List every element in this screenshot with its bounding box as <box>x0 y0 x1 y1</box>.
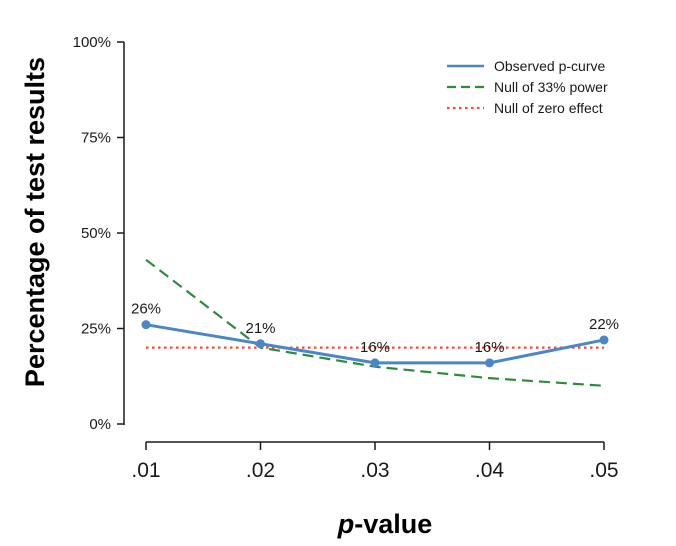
data-label: 26% <box>131 301 161 318</box>
x-tick-label: .04 <box>475 459 505 482</box>
y-tick-label: 0% <box>89 416 111 433</box>
data-label: 22% <box>589 316 619 333</box>
x-axis-title-rest: -value <box>354 509 432 539</box>
legend-label: Null of 33% power <box>494 79 608 95</box>
x-tick-label: .05 <box>589 459 618 482</box>
observed-point <box>256 339 265 349</box>
x-tick-label: .03 <box>360 459 389 482</box>
y-ticks: 0% 25% 50% 75% 100% <box>73 34 124 433</box>
y-axis-title: Percentage of test results <box>20 57 50 387</box>
observed-point <box>370 358 380 368</box>
observed-point <box>599 335 609 345</box>
observed-point <box>485 358 494 368</box>
y-tick-label: 100% <box>73 34 111 51</box>
x-ticks: .01 .02 .03 .04 .05 <box>131 442 619 482</box>
x-axis-title: p-value <box>337 509 433 539</box>
series-layer: 26% 21% 16% 16% 22% <box>131 258 619 387</box>
observed-point <box>141 320 151 330</box>
data-label: 16% <box>360 339 390 356</box>
legend-label: Observed p-curve <box>494 58 605 74</box>
x-tick-label: .01 <box>131 459 160 482</box>
data-label: 16% <box>474 339 504 356</box>
data-label: 21% <box>245 320 275 337</box>
y-tick-label: 50% <box>81 225 111 242</box>
x-axis-title-italic: p <box>337 509 355 539</box>
legend-label: Null of zero effect <box>494 100 603 116</box>
x-tick-label: .02 <box>246 459 275 482</box>
y-tick-label: 75% <box>81 130 111 147</box>
legend: Observed p-curve Null of 33% power Null of… <box>447 58 608 116</box>
y-tick-label: 25% <box>81 321 111 338</box>
